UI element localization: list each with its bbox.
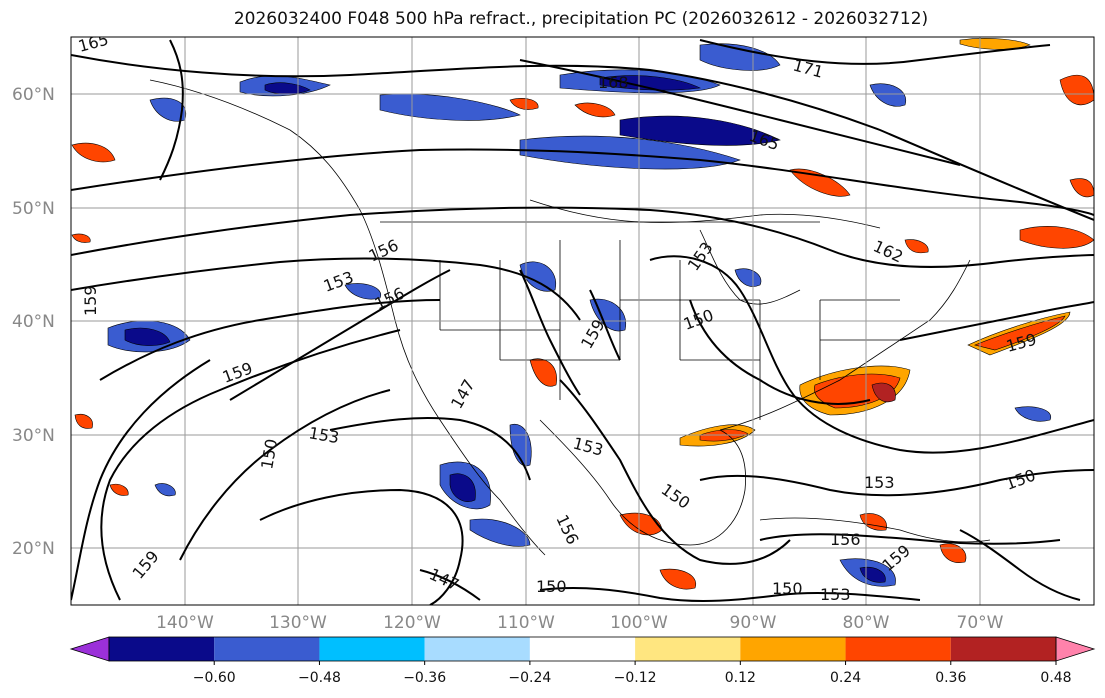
lon-label-140w: 140°W (156, 613, 214, 633)
contour-label: 156 (830, 530, 861, 549)
colorbar-tick-label: −0.36 (403, 670, 446, 686)
contour-label: 153 (864, 473, 895, 492)
contour-label: 153 (820, 585, 851, 604)
graticule-lines (71, 37, 1094, 605)
colorbar-tick-label: 0.48 (1040, 670, 1071, 686)
colorbar-tick-label: −0.24 (508, 670, 551, 686)
contour-label: 159 (81, 285, 100, 316)
lat-label-40n: 40°N (12, 312, 55, 332)
lon-label-70w: 70°W (957, 613, 1004, 633)
positive-precipitation-shading (71, 38, 1094, 590)
map-frame (70, 36, 1095, 606)
colorbar-tick-label: 0.36 (935, 670, 966, 686)
coastlines-and-borders (149, 79, 991, 556)
colorbar-segment (950, 637, 1056, 661)
colorbar (69, 636, 1096, 662)
colorbar-frame (108, 636, 1057, 662)
lon-label-110w: 110°W (497, 613, 555, 633)
lat-label-20n: 20°N (12, 539, 55, 559)
longitude-labels: 140°W 130°W 120°W 110°W 100°W 90°W 80°W … (156, 613, 1004, 633)
colorbar-tick-label: −0.12 (614, 670, 657, 686)
lon-label-120w: 120°W (383, 613, 441, 633)
colorbar-segment-extend-low (69, 636, 110, 662)
colorbar-segment (319, 637, 425, 661)
colorbar-segment (214, 637, 320, 661)
lon-label-90w: 90°W (730, 613, 777, 633)
contour-label: 168 (598, 73, 629, 92)
latitude-labels: 60°N 50°N 40°N 30°N 20°N (12, 85, 55, 559)
colorbar-tick-label: −0.60 (193, 670, 236, 686)
colorbar-segment (109, 637, 215, 661)
lon-label-100w: 100°W (610, 613, 668, 633)
colorbar-segment (845, 637, 951, 661)
colorbar-tick-label: −0.48 (298, 670, 341, 686)
lon-label-80w: 80°W (843, 613, 890, 633)
colorbar-segment-extend-high (1055, 636, 1096, 662)
colorbar-tick-label: 0.12 (725, 670, 756, 686)
colorbar-segment (635, 637, 741, 661)
colorbar-segment (529, 637, 636, 661)
lon-label-130w: 130°W (269, 613, 327, 633)
colorbar-tick-label: 0.24 (830, 670, 861, 686)
contour-label: 150 (536, 577, 567, 596)
map-title: 2026032400 F048 500 hPa refract., precip… (233, 9, 929, 29)
lat-label-60n: 60°N (12, 85, 55, 105)
colorbar-ticks: −0.60 −0.48 −0.36 −0.24 −0.12 0.12 0.24 0.36 0.4… (193, 661, 1072, 686)
refractivity-contours (71, 39, 1094, 605)
colorbar-segment (424, 637, 530, 661)
contour-label: 150 (772, 579, 803, 598)
lat-label-50n: 50°N (12, 199, 55, 219)
lat-label-30n: 30°N (12, 426, 55, 446)
colorbar-segment (740, 637, 846, 661)
